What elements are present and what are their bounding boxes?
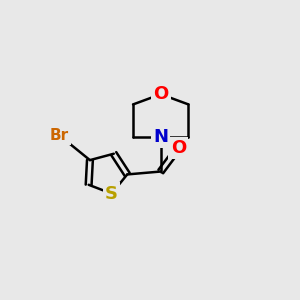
- Text: Br: Br: [50, 128, 69, 143]
- Text: N: N: [153, 128, 168, 146]
- Text: S: S: [105, 184, 118, 202]
- Text: O: O: [153, 85, 168, 103]
- Text: O: O: [171, 139, 186, 157]
